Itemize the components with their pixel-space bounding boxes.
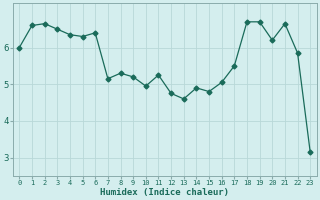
X-axis label: Humidex (Indice chaleur): Humidex (Indice chaleur) (100, 188, 229, 197)
